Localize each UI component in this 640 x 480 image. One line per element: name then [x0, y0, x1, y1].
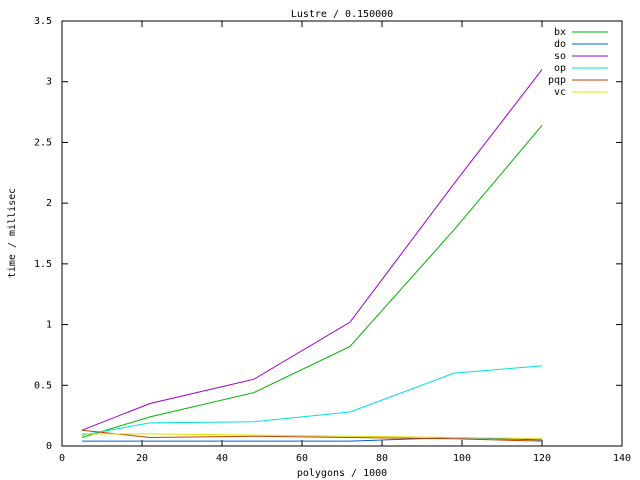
- series-line: [81, 69, 543, 431]
- x-tick-label: 120: [533, 453, 551, 464]
- chart-title: Lustre / 0.150000: [291, 9, 393, 20]
- x-tick-label: 20: [136, 453, 148, 464]
- y-tick-label: 2: [46, 198, 52, 209]
- y-tick-label: 0: [46, 441, 52, 452]
- y-tick-label: 2.5: [34, 137, 52, 148]
- legend-label: do: [554, 39, 566, 50]
- series-line: [81, 365, 543, 436]
- series-line: [82, 433, 543, 440]
- legend-label: bx: [554, 27, 566, 38]
- x-tick-label: 60: [296, 453, 308, 464]
- y-tick-label: 3.5: [34, 16, 52, 27]
- y-tick-label: 1.5: [34, 259, 52, 270]
- x-tick-label: 0: [59, 453, 65, 464]
- x-tick-label: 80: [376, 453, 388, 464]
- plot-border: [61, 20, 623, 447]
- y-tick-label: 0.5: [34, 380, 52, 391]
- x-axis-label: polygons / 1000: [297, 468, 387, 479]
- legend-label: vc: [554, 87, 566, 98]
- x-tick-label: 40: [216, 453, 228, 464]
- x-tick-label: 140: [613, 453, 631, 464]
- series-line: [81, 429, 543, 442]
- x-tick-label: 100: [453, 453, 471, 464]
- y-tick-label: 1: [46, 320, 52, 331]
- series-line: [81, 125, 543, 438]
- legend-label: pqp: [548, 75, 566, 86]
- legend-label: op: [554, 63, 566, 74]
- legend-label: so: [554, 51, 566, 62]
- y-tick-label: 3: [46, 77, 52, 88]
- y-axis-label: time / millisec: [7, 188, 18, 278]
